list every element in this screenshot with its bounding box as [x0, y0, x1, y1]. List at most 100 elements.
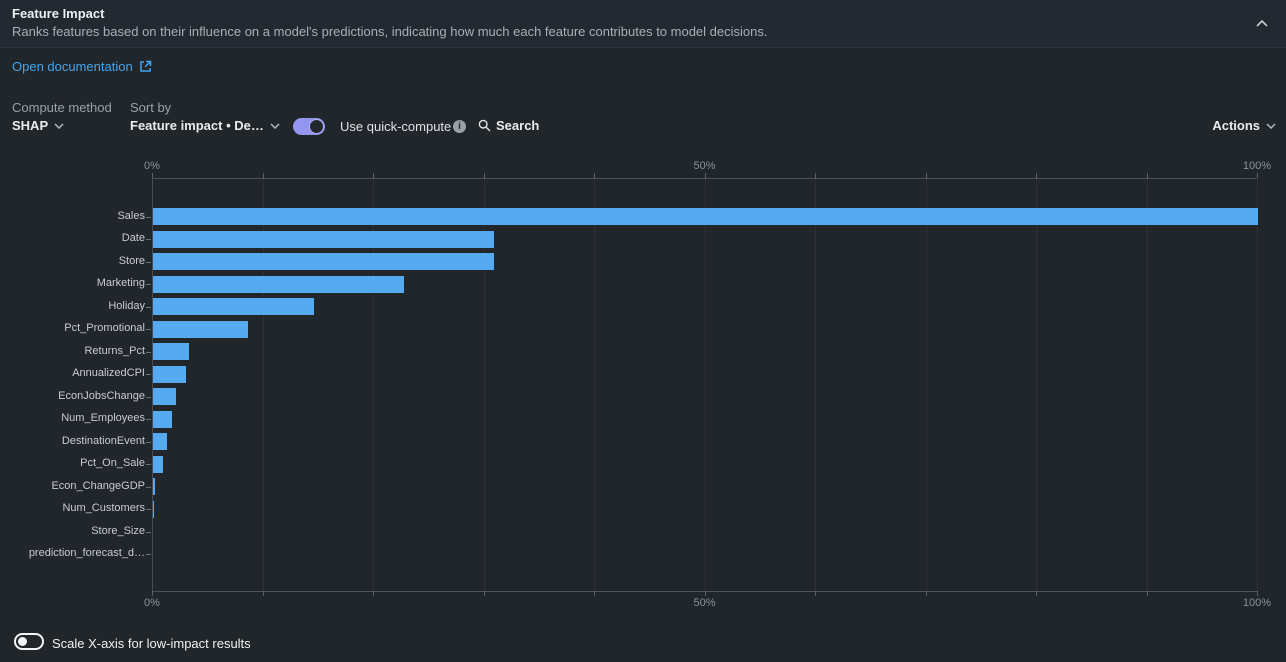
feature-impact-bar[interactable]: [153, 275, 404, 293]
chevron-down-icon: [270, 122, 280, 129]
open-documentation-link[interactable]: Open documentation: [12, 59, 152, 74]
feature-axis-tick: [146, 396, 151, 398]
panel-description: Ranks features based on their influence …: [12, 24, 768, 39]
info-icon[interactable]: i: [453, 120, 466, 133]
x-axis-tick: [1257, 591, 1258, 596]
feature-label: Pct_On_Sale: [80, 457, 145, 470]
feature-label: Store: [118, 254, 145, 267]
panel-title: Feature Impact: [12, 6, 105, 21]
search-icon: [478, 119, 491, 132]
feature-label: Num_Employees: [61, 412, 145, 425]
x-axis-tick-label: 50%: [693, 597, 716, 609]
feature-axis-tick: [146, 441, 151, 443]
x-axis-tick: [594, 591, 595, 596]
compute-method-dropdown[interactable]: SHAP: [12, 118, 64, 133]
x-axis-tick: [815, 173, 816, 178]
feature-axis-tick: [146, 419, 151, 421]
feature-impact-bar[interactable]: [153, 343, 190, 361]
x-axis-tick-label: 100%: [1242, 597, 1272, 609]
feature-label: Date: [121, 232, 145, 245]
feature-impact-bar[interactable]: [153, 230, 495, 248]
feature-label: Num_Customers: [62, 502, 145, 515]
x-axis-tick: [1036, 173, 1037, 178]
feature-axis-tick: [146, 306, 151, 308]
gridline: [262, 178, 264, 591]
quick-compute-toggle[interactable]: [293, 118, 325, 135]
x-axis-tick: [815, 591, 816, 596]
x-axis-tick: [152, 173, 153, 178]
sort-by-label: Sort by: [130, 100, 172, 115]
feature-axis-tick: [146, 486, 151, 488]
sort-by-dropdown[interactable]: Feature impact • De…: [130, 118, 280, 133]
feature-axis-tick: [146, 284, 151, 286]
feature-axis-tick: [146, 509, 151, 511]
feature-axis-tick: [146, 216, 151, 218]
feature-label: Econ_ChangeGDP: [51, 479, 145, 492]
external-link-icon: [139, 60, 152, 73]
feature-axis-tick: [146, 374, 151, 376]
feature-impact-bar[interactable]: [153, 365, 187, 383]
feature-label: Marketing: [96, 277, 145, 290]
feature-impact-bar[interactable]: [153, 433, 168, 451]
feature-axis-tick: [146, 531, 151, 533]
feature-impact-bar[interactable]: [153, 500, 155, 518]
feature-impact-bar[interactable]: [153, 320, 249, 338]
feature-label: Pct_Promotional: [64, 322, 145, 335]
chevron-down-icon: [54, 122, 64, 129]
feature-label: AnnualizedCPI: [72, 367, 145, 380]
compute-method-value: SHAP: [12, 118, 49, 133]
x-axis-tick: [152, 591, 153, 596]
sort-by-value: Feature impact • De…: [130, 118, 264, 133]
feature-label: EconJobsChange: [58, 389, 145, 402]
feature-axis-tick: [146, 329, 151, 331]
feature-impact-bar[interactable]: [153, 478, 156, 496]
feature-impact-bar[interactable]: [153, 208, 1258, 225]
x-axis-tick-label: 0%: [144, 597, 160, 609]
scale-x-axis-label: Scale X-axis for low-impact results: [52, 636, 251, 651]
x-axis-tick: [483, 591, 485, 596]
x-axis-tick: [704, 591, 706, 596]
quick-compute-label: Use quick-compute: [340, 119, 452, 134]
feature-label: DestinationEvent: [61, 434, 145, 447]
gridline: [152, 178, 153, 591]
actions-label: Actions: [1212, 118, 1260, 133]
toggle-knob: [310, 120, 323, 133]
gridline: [1036, 178, 1037, 591]
collapse-panel-button[interactable]: [1256, 12, 1278, 34]
search-label: Search: [496, 118, 540, 133]
feature-impact-bar[interactable]: [153, 253, 495, 271]
gridline: [815, 178, 816, 591]
compute-method-label: Compute method: [12, 100, 112, 115]
feature-axis-tick: [146, 554, 151, 556]
panel-header: Feature Impact Ranks features based on t…: [0, 0, 1286, 48]
x-axis-tick: [373, 173, 374, 178]
feature-label: Returns_Pct: [84, 344, 145, 357]
feature-axis-tick: [146, 351, 151, 353]
feature-impact-bar[interactable]: [153, 298, 315, 316]
x-axis-tick: [1146, 173, 1148, 178]
x-axis-tick-label: 100%: [1242, 160, 1272, 172]
feature-axis-tick: [146, 239, 151, 241]
feature-label: prediction_forecast_d…: [28, 547, 145, 560]
feature-impact-bar[interactable]: [153, 410, 172, 428]
x-axis-tick: [483, 173, 485, 178]
search-button[interactable]: Search: [478, 118, 539, 133]
feature-label: Store_Size: [91, 524, 145, 537]
x-axis-tick: [1036, 591, 1037, 596]
x-axis-line-top: [152, 178, 1257, 179]
toggle-knob: [18, 637, 27, 646]
x-axis-tick: [1146, 591, 1148, 596]
x-axis-tick: [594, 173, 595, 178]
x-axis-tick-label: 0%: [144, 160, 160, 172]
feature-impact-bar[interactable]: [153, 388, 177, 406]
scale-x-axis-toggle[interactable]: [14, 633, 44, 650]
feature-impact-bar[interactable]: [153, 455, 163, 473]
x-axis-tick: [925, 591, 927, 596]
gridline: [594, 178, 595, 591]
feature-axis-tick: [146, 261, 151, 263]
gridline: [1146, 178, 1148, 591]
actions-dropdown[interactable]: Actions: [1212, 118, 1276, 133]
x-axis-tick: [373, 591, 374, 596]
x-axis-tick: [1257, 173, 1258, 178]
